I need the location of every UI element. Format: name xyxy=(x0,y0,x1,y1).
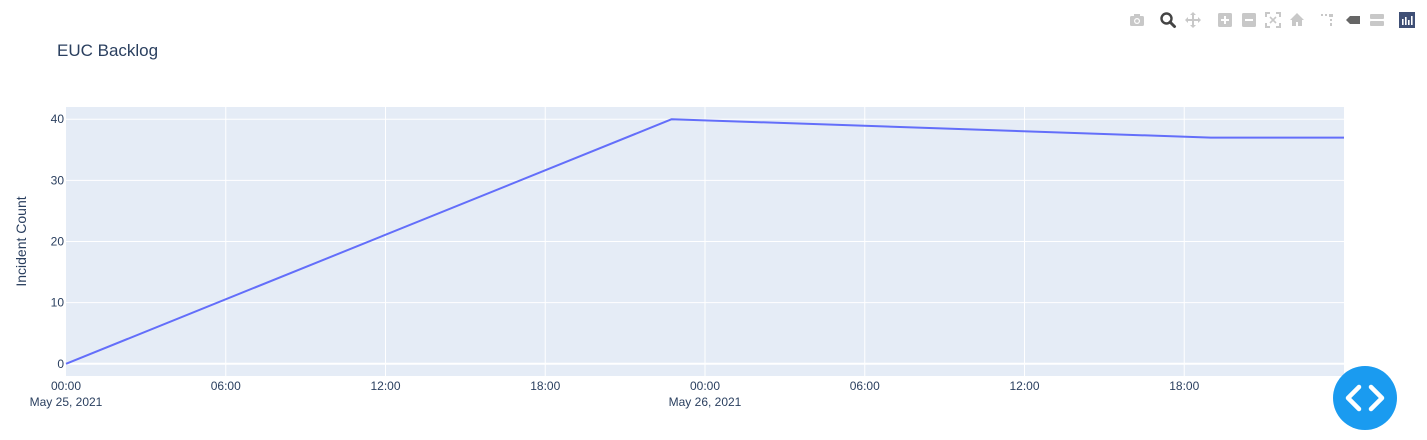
y-tick-label: 40 xyxy=(51,112,65,126)
series-group xyxy=(65,118,1344,365)
y-tick-label: 20 xyxy=(51,235,65,249)
zoom-in-icon[interactable] xyxy=(1215,10,1235,30)
chart-title: EUC Backlog xyxy=(57,41,159,60)
y-axis-title: Incident Count xyxy=(13,196,29,286)
code-toggle-button[interactable] xyxy=(1333,366,1397,430)
plotly-logo-icon[interactable] xyxy=(1397,10,1417,30)
horizontal-gridlines xyxy=(66,118,1344,304)
camera-icon[interactable] xyxy=(1127,10,1147,30)
x-tick-labels: 00:00 May 25, 2021 06:00 12:00 18:00 00:00 May… xyxy=(30,379,1200,409)
x-tick-label: 18:00 xyxy=(1169,379,1199,393)
x-date-label: May 25, 2021 xyxy=(30,395,103,409)
hover-compare-icon[interactable] xyxy=(1367,10,1387,30)
x-tick-label: 06:00 xyxy=(850,379,880,393)
code-brackets-icon xyxy=(1345,384,1385,412)
x-tick-label: 06:00 xyxy=(211,379,241,393)
modebar xyxy=(1127,10,1419,30)
x-tick-label: 12:00 xyxy=(1009,379,1039,393)
x-tick-label: 00:00 xyxy=(690,379,720,393)
series-line[interactable] xyxy=(65,118,1344,365)
zoom-icon[interactable] xyxy=(1158,10,1178,30)
x-date-label: May 26, 2021 xyxy=(669,395,742,409)
pan-icon[interactable] xyxy=(1183,10,1203,30)
x-tick-label: 18:00 xyxy=(530,379,560,393)
y-tick-labels: 0 10 20 30 40 xyxy=(51,112,65,371)
spike-lines-icon[interactable] xyxy=(1317,10,1337,30)
x-tick-label: 12:00 xyxy=(370,379,400,393)
x-tick-label: 00:00 xyxy=(51,379,81,393)
y-tick-label: 10 xyxy=(51,296,65,310)
autoscale-icon[interactable] xyxy=(1263,10,1283,30)
zoom-out-icon[interactable] xyxy=(1239,10,1259,30)
home-icon[interactable] xyxy=(1287,10,1307,30)
y-tick-label: 0 xyxy=(57,357,64,371)
y-tick-label: 30 xyxy=(51,173,65,187)
hover-closest-icon[interactable] xyxy=(1343,10,1363,30)
